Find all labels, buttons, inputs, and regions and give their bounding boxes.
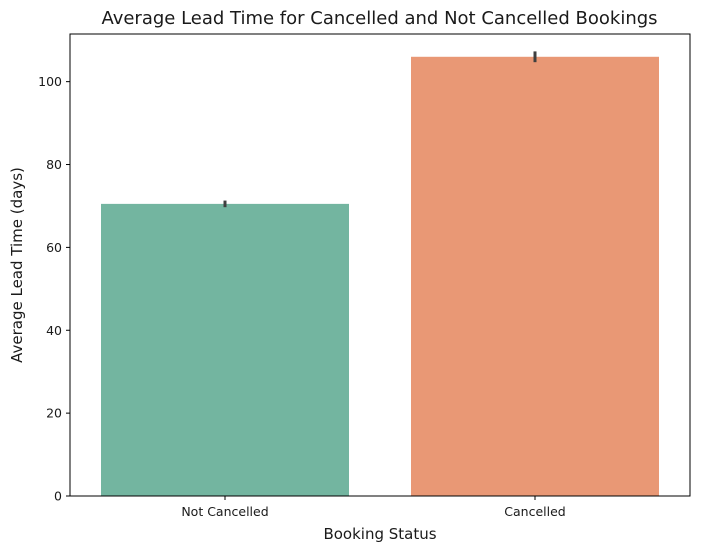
x-axis-ticks: Not Cancelled Cancelled	[181, 496, 566, 519]
y-axis-label: Average Lead Time (days)	[8, 167, 26, 363]
error-bars	[223, 51, 537, 208]
x-tick-label: Not Cancelled	[181, 504, 268, 519]
plot-frame	[69, 33, 691, 497]
y-tick-label: 100	[38, 74, 62, 89]
y-axis-ticks: 0 20 40 60 80 100	[38, 74, 70, 504]
y-tick-label: 60	[46, 240, 62, 255]
x-axis-label: Booking Status	[323, 525, 436, 543]
y-tick-label: 0	[54, 489, 62, 504]
x-tick-label: Cancelled	[504, 504, 565, 519]
bar-not-cancelled	[101, 203, 349, 496]
bar-cancelled	[411, 56, 659, 496]
y-tick-label: 20	[46, 406, 62, 421]
chart-title: Average Lead Time for Cancelled and Not …	[101, 8, 657, 29]
bars	[101, 56, 659, 496]
y-tick-label: 80	[46, 157, 62, 172]
y-tick-label: 40	[46, 323, 62, 338]
